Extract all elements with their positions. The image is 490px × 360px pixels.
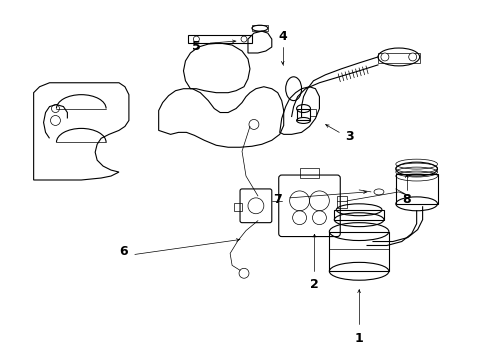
Bar — [252, 25, 268, 31]
Bar — [234, 203, 242, 211]
Bar — [311, 109, 317, 117]
Bar — [189, 35, 252, 43]
Bar — [396, 174, 438, 204]
Text: 1: 1 — [355, 332, 364, 345]
Text: 7: 7 — [273, 193, 282, 206]
Bar — [299, 168, 319, 178]
Text: 2: 2 — [310, 278, 319, 291]
Text: 3: 3 — [345, 130, 353, 143]
Bar — [337, 196, 347, 208]
Ellipse shape — [374, 189, 384, 195]
Bar — [334, 210, 384, 220]
Circle shape — [381, 53, 389, 61]
Text: 5: 5 — [192, 40, 201, 53]
Circle shape — [194, 36, 199, 42]
Bar — [296, 109, 311, 121]
Circle shape — [241, 36, 247, 42]
Text: 4: 4 — [278, 30, 287, 42]
Text: 8: 8 — [402, 193, 411, 206]
Text: 6: 6 — [120, 245, 128, 258]
Bar — [378, 53, 419, 63]
Bar — [329, 231, 389, 271]
Circle shape — [409, 53, 416, 61]
